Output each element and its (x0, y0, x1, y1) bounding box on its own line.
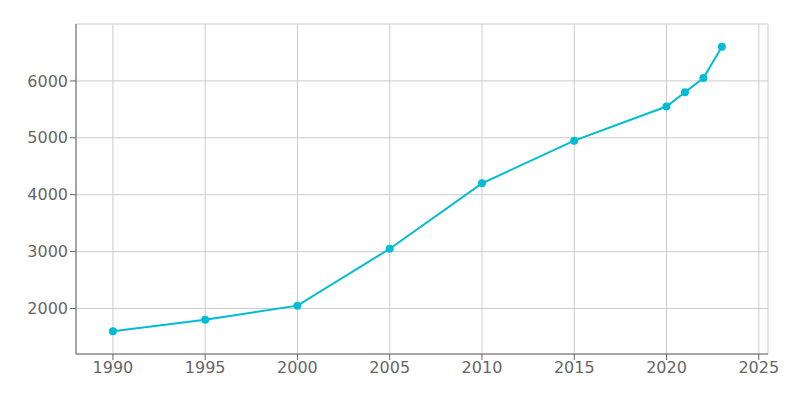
svg-text:2025: 2025 (738, 358, 779, 377)
svg-text:6000: 6000 (27, 72, 68, 91)
svg-text:3000: 3000 (27, 242, 68, 261)
svg-text:2005: 2005 (369, 358, 410, 377)
svg-text:4000: 4000 (27, 185, 68, 204)
svg-text:2000: 2000 (27, 299, 68, 318)
svg-text:2010: 2010 (462, 358, 503, 377)
svg-text:1990: 1990 (93, 358, 134, 377)
svg-text:2000: 2000 (277, 358, 318, 377)
svg-text:5000: 5000 (27, 128, 68, 147)
svg-text:2020: 2020 (646, 358, 687, 377)
svg-text:2015: 2015 (554, 358, 595, 377)
svg-text:1995: 1995 (185, 358, 226, 377)
